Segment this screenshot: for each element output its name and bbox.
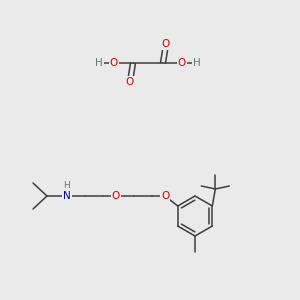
Text: O: O (110, 58, 118, 68)
Text: H: H (193, 58, 201, 68)
Text: O: O (178, 58, 186, 68)
Text: O: O (161, 191, 169, 201)
Text: H: H (64, 182, 70, 190)
Text: O: O (126, 77, 134, 87)
Text: O: O (162, 39, 170, 49)
Text: O: O (112, 191, 120, 201)
Text: H: H (95, 58, 103, 68)
Text: N: N (63, 191, 71, 201)
